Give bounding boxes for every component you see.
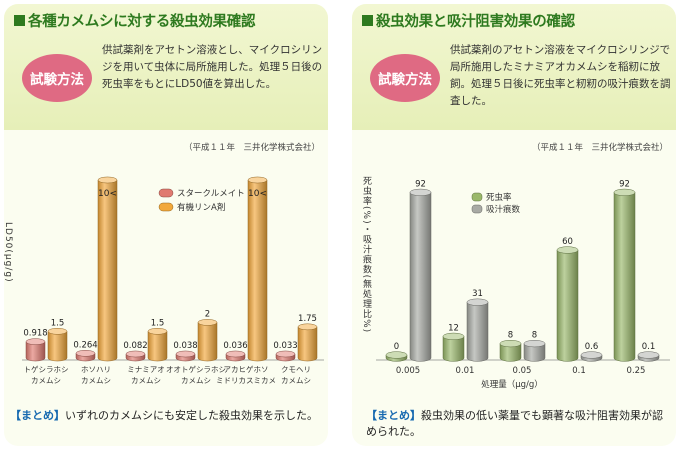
bar-スタークルメイト-5 — [275, 350, 296, 362]
left-title: 各種カメムシに対する殺虫効果確認 — [14, 10, 256, 31]
right-method-badge: 試験方法 — [370, 54, 440, 102]
category-label: カメムシ — [181, 376, 211, 385]
data-label: 92 — [415, 179, 426, 189]
data-label: 10< — [248, 189, 267, 199]
category-label: カメムシ — [31, 376, 61, 385]
bar-スタークルメイト-1 — [75, 350, 96, 362]
data-label: 60 — [562, 237, 573, 247]
bar-有機リンA剤-0 — [47, 328, 68, 362]
data-label: 0.918 — [23, 329, 47, 339]
bar-有機リンA剤-2 — [147, 328, 168, 362]
data-label: 0.082 — [123, 341, 147, 351]
bar-スタークルメイト-2 — [125, 350, 146, 362]
ld50-chart: LD50(μg/g)0.9181.5トゲシラホシカメムシ0.26410<ホソハリ… — [4, 176, 324, 385]
bar-死虫率-2 — [499, 339, 522, 362]
bar-スタークルメイト-0 — [25, 338, 46, 362]
data-label: 92 — [619, 179, 630, 189]
y-axis-label: LD50(μg/g) — [4, 222, 13, 283]
category-label: 0.05 — [513, 366, 532, 376]
legend-swatch — [158, 202, 174, 212]
left-title-text: 各種カメムシに対する殺虫効果確認 — [28, 14, 256, 30]
bar-吸汁痕数-3 — [580, 351, 603, 362]
category-label: 0.005 — [396, 366, 420, 376]
category-label: オオトゲシラホシ — [166, 365, 226, 374]
data-label: 8 — [508, 331, 513, 341]
right-header: 殺虫効果と吸汁阻害効果の確認 試験方法 供試薬剤のアセトン溶液をマイクロシリンジ… — [352, 4, 676, 130]
right-summary-text: 殺虫効果の低い薬量でも顕著な吸汁阻害効果が認められた。 — [366, 409, 663, 438]
category-label: カメムシ — [81, 376, 111, 385]
data-label: 1.5 — [51, 318, 65, 328]
bar-スタークルメイト-3 — [175, 350, 196, 362]
right-title: 殺虫効果と吸汁阻害効果の確認 — [362, 10, 575, 31]
category-label: カメムシ — [131, 376, 161, 385]
category-label: ミナミアオ — [127, 365, 165, 374]
data-label: 1.5 — [151, 318, 165, 328]
right-summary: 【まとめ】殺虫効果の低い薬量でも顕著な吸汁阻害効果が認められた。 — [366, 408, 666, 440]
bar-死虫率-4 — [613, 188, 636, 362]
left-summary-text: いずれのカメムシにも安定した殺虫効果を示した。 — [65, 409, 318, 422]
data-label: 10< — [98, 189, 117, 199]
category-label: ホソハリ — [81, 365, 111, 374]
mortality-chart: 死虫率(%)・吸汁痕数(無処理比%) 0 92 0.005 12 31 0.01 8 8 0.05… — [361, 176, 670, 390]
legend-label: 吸汁痕数 — [486, 204, 521, 215]
bar-吸汁痕数-4 — [637, 351, 660, 362]
left-summary-tag: 【まとめ】 — [10, 409, 65, 422]
data-label: 0.6 — [585, 342, 599, 352]
data-label: 0.1 — [642, 342, 656, 352]
left-summary: 【まとめ】いずれのカメムシにも安定した殺虫効果を示した。 — [10, 408, 322, 424]
category-label: クモヘリ — [281, 365, 311, 374]
data-label: 12 — [448, 323, 459, 333]
legend-swatch — [158, 188, 174, 198]
category-label: カメムシ — [281, 376, 311, 385]
right-description: 供試薬剤のアセトン溶液をマイクロシリンジで局所施用したミナミアオカメムシを稲籾に… — [450, 44, 671, 107]
data-label: 0.264 — [73, 340, 97, 350]
left-panel: 各種カメムシに対する殺虫効果確認 試験方法 供試薬剤をアセトン溶液とし、マイクロ… — [4, 4, 328, 446]
bar-吸汁痕数-2 — [523, 339, 546, 362]
right-source: （平成１１年 三井化学株式会社） — [532, 143, 669, 153]
data-label: 2 — [205, 309, 210, 319]
category-label: ミドリカスミカメ — [216, 376, 276, 385]
bar-有機リンA剤-4 — [247, 176, 268, 362]
category-label: トゲシラホシ — [24, 365, 69, 374]
data-label: 0 — [394, 342, 399, 352]
right-summary-tag: 【まとめ】 — [366, 409, 421, 422]
square-bullet-icon — [14, 15, 25, 26]
left-header: 各種カメムシに対する殺虫効果確認 試験方法 供試薬剤をアセトン溶液とし、マイクロ… — [4, 4, 328, 130]
data-label: 8 — [532, 331, 537, 341]
category-label: 0.25 — [627, 366, 646, 376]
bar-有機リンA剤-5 — [297, 323, 318, 362]
legend-label: 有機リンA剤 — [177, 202, 225, 213]
bar-スタークルメイト-4 — [225, 350, 246, 362]
bar-有機リンA剤-1 — [97, 176, 118, 362]
left-description: 供試薬剤をアセトン溶液とし、マイクロシリンジを用いて虫体に局所施用した。処理５日… — [102, 44, 323, 90]
category-label: アカヒゲホソ — [224, 365, 269, 374]
legend-swatch — [471, 192, 483, 202]
data-label: 0.036 — [223, 341, 247, 351]
bar-有機リンA剤-3 — [197, 319, 218, 362]
left-source: （平成１１年 三井化学株式会社） — [184, 143, 321, 153]
bar-死虫率-1 — [442, 332, 465, 362]
left-method-badge: 試験方法 — [22, 54, 92, 102]
category-label: 0.01 — [456, 366, 475, 376]
legend-label: スタークルメイト — [177, 189, 245, 199]
data-label: 0.038 — [173, 341, 197, 351]
bar-死虫率-3 — [556, 246, 579, 362]
legend-label: 死虫率 — [486, 192, 512, 203]
bar-吸汁痕数-1 — [466, 298, 489, 362]
right-title-text: 殺虫効果と吸汁阻害効果の確認 — [376, 14, 575, 30]
right-panel: 殺虫効果と吸汁阻害効果の確認 試験方法 供試薬剤のアセトン溶液をマイクロシリンジ… — [352, 4, 676, 446]
bar-吸汁痕数-0 — [409, 188, 432, 362]
data-label: 0.033 — [273, 341, 297, 351]
data-label: 31 — [472, 289, 483, 299]
legend-swatch — [471, 204, 483, 214]
category-label: 0.1 — [572, 366, 586, 376]
x-axis-label: 処理量（μg/g） — [481, 379, 543, 390]
data-label: 1.75 — [298, 314, 317, 324]
bar-死虫率-0 — [385, 351, 408, 362]
y-axis-label: 死虫率(%)・吸汁痕数(無処理比%) — [361, 176, 372, 333]
square-bullet-icon — [362, 15, 373, 26]
